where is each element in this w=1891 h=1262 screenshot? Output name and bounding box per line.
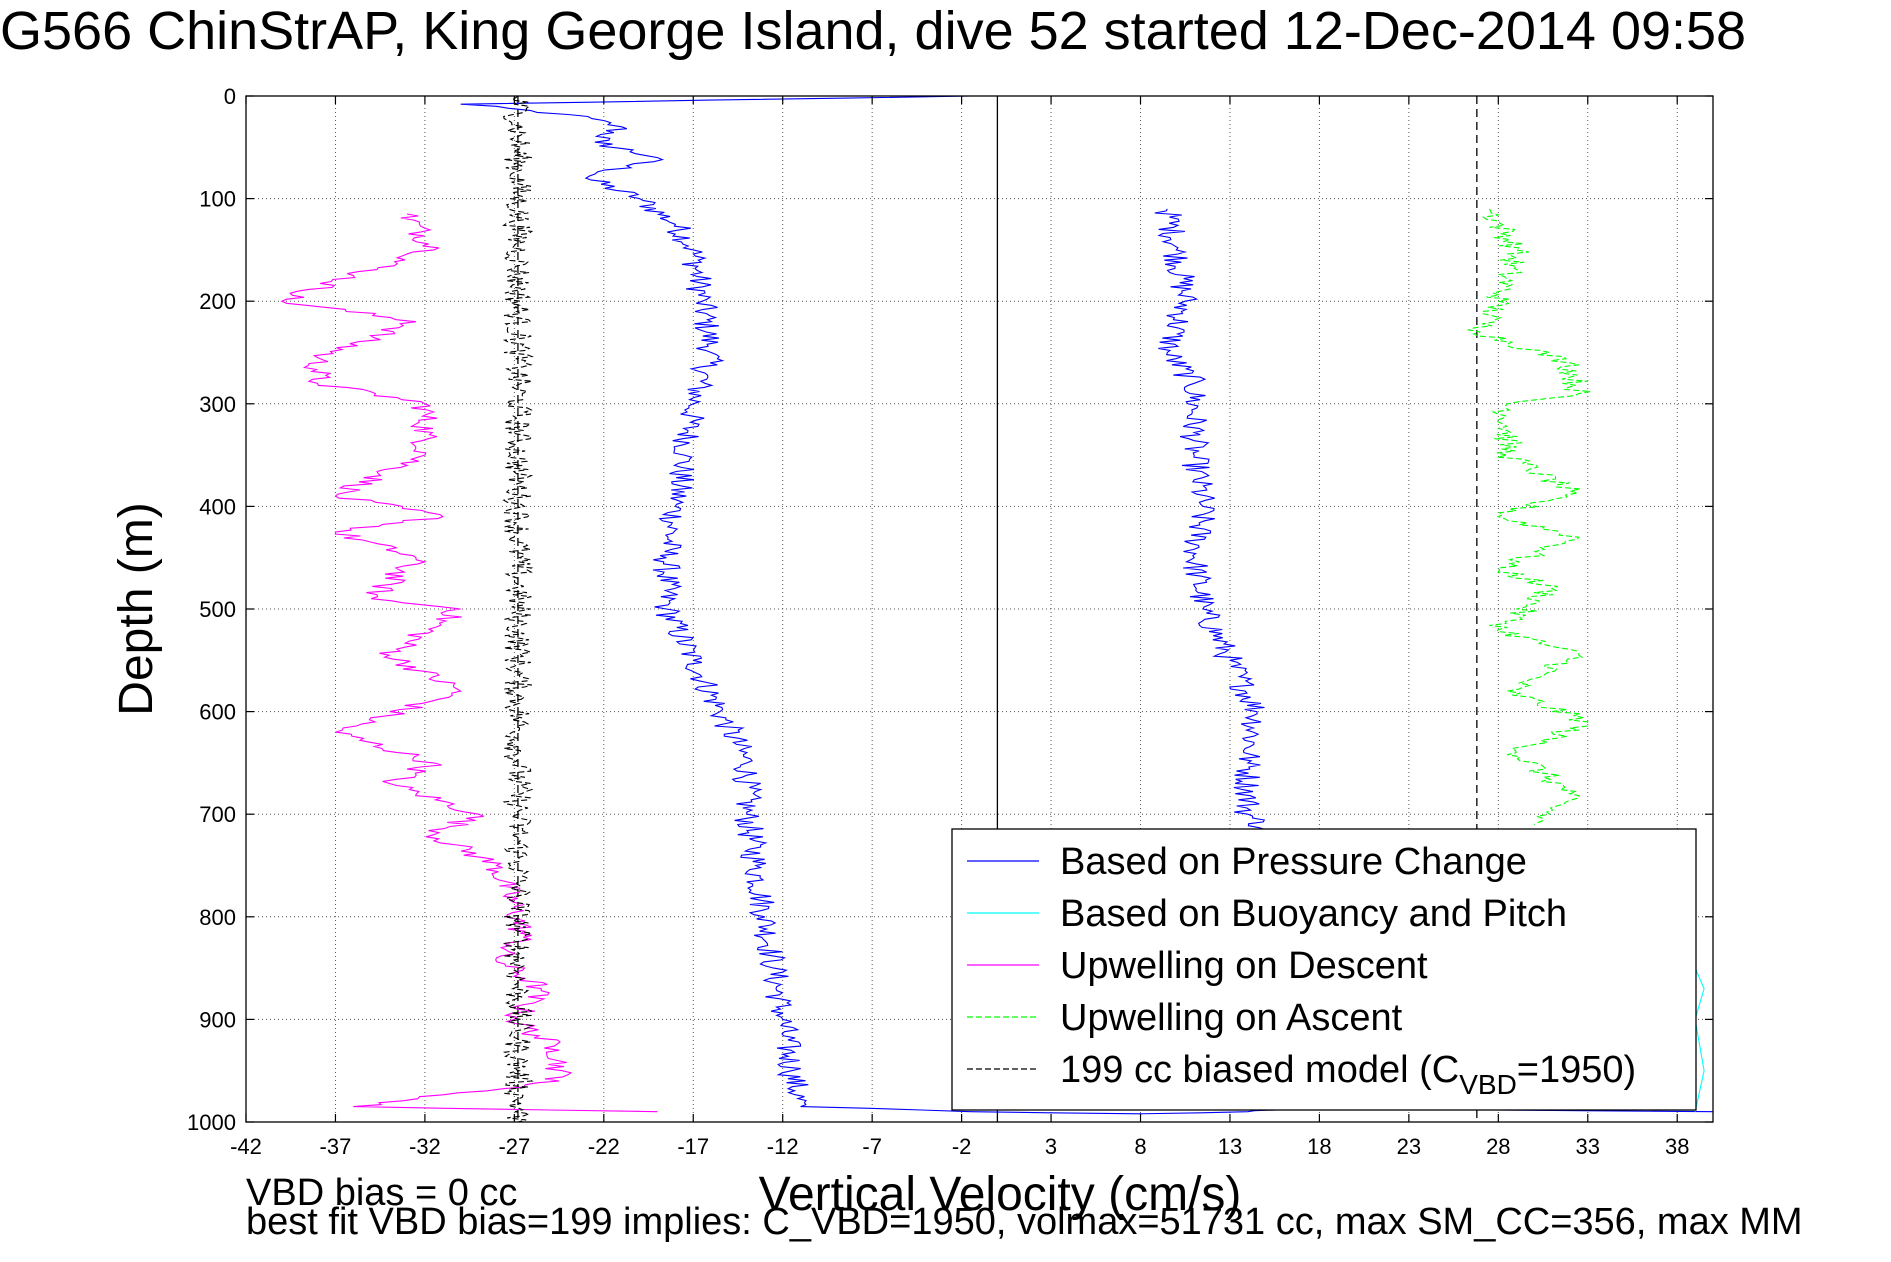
- x-tick-label: -22: [588, 1134, 620, 1159]
- series-line: [502, 95, 535, 1123]
- series-line: [1466, 208, 1591, 825]
- legend-item-label: Based on Pressure Change: [1060, 841, 1527, 883]
- y-tick-label: 600: [199, 700, 236, 725]
- series-layer: [280, 95, 1714, 1123]
- y-tick-label: 100: [199, 187, 236, 212]
- legend-box: [951, 828, 1697, 1111]
- y-tick-label: 500: [199, 597, 236, 622]
- x-tick-label: -42: [230, 1134, 262, 1159]
- y-tick-label: 1000: [187, 1110, 236, 1135]
- y-axis-label: Depth (m): [110, 502, 163, 715]
- y-tick-label: 200: [199, 289, 236, 314]
- legend-item-label: 199 cc biased model (CVBD=1950): [1060, 1049, 1636, 1100]
- y-tick-label: 300: [199, 392, 236, 417]
- series-line: [280, 213, 658, 1113]
- footer-line-1: VBD bias = 0 cc: [246, 1172, 518, 1214]
- axis-ticks: -42 -37 -32 -27 -22 -17 -12 -7 -2 3 8 13 18 23 28 33 380…: [187, 84, 1713, 1159]
- x-tick-label: 28: [1486, 1134, 1510, 1159]
- y-tick-label: 900: [199, 1007, 236, 1032]
- series-line: [1154, 208, 1266, 831]
- x-axis-label: Vertical Velocity (cm/s): [759, 1168, 1242, 1221]
- y-tick-label: 0: [224, 84, 236, 109]
- y-tick-label: 700: [199, 802, 236, 827]
- x-tick-label: 13: [1218, 1134, 1242, 1159]
- x-tick-label: 8: [1134, 1134, 1146, 1159]
- x-tick-label: 3: [1045, 1134, 1057, 1159]
- series-line: [460, 95, 1714, 1115]
- x-tick-label: -37: [320, 1134, 352, 1159]
- x-tick-label: -12: [767, 1134, 799, 1159]
- x-tick-label: 38: [1665, 1134, 1689, 1159]
- x-tick-label: -17: [677, 1134, 709, 1159]
- legend-item-label: Upwelling on Descent: [1060, 945, 1428, 987]
- footer-line-2: best fit VBD bias=199 implies: C_VBD=195…: [246, 1201, 1803, 1243]
- y-tick-label: 400: [199, 494, 236, 519]
- legend-item-label: Upwelling on Ascent: [1060, 997, 1403, 1039]
- x-tick-label: -7: [862, 1134, 882, 1159]
- x-tick-label: 33: [1576, 1134, 1600, 1159]
- legend: Based on Pressure Change Based on Buoyanc…: [951, 828, 1697, 1111]
- legend-item-label: Based on Buoyancy and Pitch: [1060, 893, 1567, 935]
- x-tick-label: 23: [1397, 1134, 1421, 1159]
- grid-lines: [246, 96, 1713, 1122]
- x-tick-label: -32: [409, 1134, 441, 1159]
- x-tick-label: 18: [1307, 1134, 1331, 1159]
- x-tick-label: -2: [952, 1134, 972, 1159]
- y-tick-label: 800: [199, 905, 236, 930]
- chart-title: G566 ChinStrAP, King George Island, dive…: [0, 1, 1747, 61]
- x-tick-label: -27: [498, 1134, 530, 1159]
